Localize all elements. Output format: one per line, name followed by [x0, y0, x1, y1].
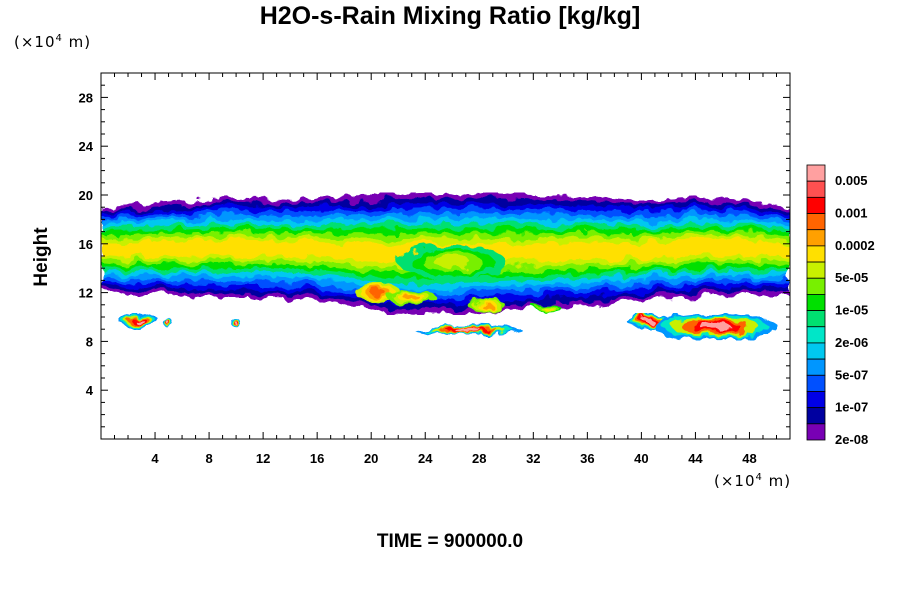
color-legend: 0.005 0.001 0.0002 5e-05 1e-05 2e-06 5e-07 1e-0… — [806, 164, 875, 447]
cloud-layer — [101, 192, 790, 315]
chart-title: H2O-s-Rain Mixing Ratio [kg/kg] — [259, 2, 641, 30]
legend-swatch — [806, 164, 826, 182]
legend-label: 0.005 — [835, 173, 868, 188]
legend-swatch — [806, 229, 826, 247]
legend-swatch — [806, 374, 826, 392]
x-tick-label: 4 — [151, 451, 159, 466]
rain-patch — [642, 318, 654, 323]
legend-swatch — [806, 213, 826, 231]
legend-swatch — [806, 391, 826, 409]
legend-label: 5e-07 — [835, 367, 868, 382]
x-tick-label: 12 — [256, 451, 270, 466]
legend-swatch — [806, 423, 826, 441]
legend-swatch — [806, 196, 826, 214]
cloud-core — [370, 289, 386, 296]
x-tick-label: 36 — [580, 451, 594, 466]
legend-label: 1e-05 — [835, 303, 868, 318]
y-tick-label: 20 — [79, 188, 93, 203]
rain-patch — [133, 318, 144, 323]
legend-swatch — [806, 342, 826, 360]
legend-label: 1e-07 — [835, 400, 868, 415]
rain-patch — [165, 320, 169, 324]
legend-swatch — [806, 180, 826, 198]
y-tick-label: 28 — [79, 90, 93, 105]
y-tick-label: 8 — [86, 334, 93, 349]
legend-swatch — [806, 358, 826, 376]
legend-swatch — [806, 294, 826, 311]
time-label: TIME = 900000.0 — [376, 531, 524, 552]
x-tick-label: 32 — [526, 451, 540, 466]
cloud-core — [479, 302, 493, 307]
cloud-core — [403, 294, 420, 300]
legend-label: 5e-05 — [835, 270, 868, 285]
rain-patch — [454, 328, 482, 332]
y-tick-label: 4 — [86, 383, 94, 398]
x-axis-unit: (×104 m) — [714, 472, 792, 490]
y-tick-label: 12 — [79, 286, 93, 301]
x-tick-label: 16 — [310, 451, 324, 466]
legend-swatch — [806, 277, 826, 295]
legend-label: 0.001 — [835, 206, 868, 221]
cloud-core — [433, 256, 471, 268]
x-tick-label: 8 — [205, 451, 212, 466]
cloud-core — [542, 305, 552, 309]
x-tick-label: 44 — [688, 451, 703, 466]
rain-patch — [234, 321, 238, 325]
y-axis-unit: (×104 m) — [14, 33, 92, 51]
legend-swatch — [806, 407, 826, 425]
x-tick-label: 48 — [742, 451, 756, 466]
contour-field — [101, 192, 790, 341]
legend-label: 2e-06 — [835, 335, 868, 350]
rain-patch — [700, 323, 732, 331]
x-tick-label: 28 — [472, 451, 486, 466]
rain-layer — [118, 313, 778, 341]
x-tick-label: 20 — [364, 451, 378, 466]
legend-label: 0.0002 — [835, 238, 875, 253]
legend-swatch — [806, 310, 826, 328]
x-tick-label: 24 — [418, 451, 433, 466]
y-tick-label: 16 — [79, 237, 93, 252]
legend-swatch — [806, 245, 826, 263]
y-tick-label: 24 — [79, 139, 94, 154]
legend-swatch — [806, 326, 826, 344]
legend-label: 2e-08 — [835, 432, 868, 447]
x-tick-label: 40 — [634, 451, 648, 466]
legend-swatch — [806, 261, 826, 279]
